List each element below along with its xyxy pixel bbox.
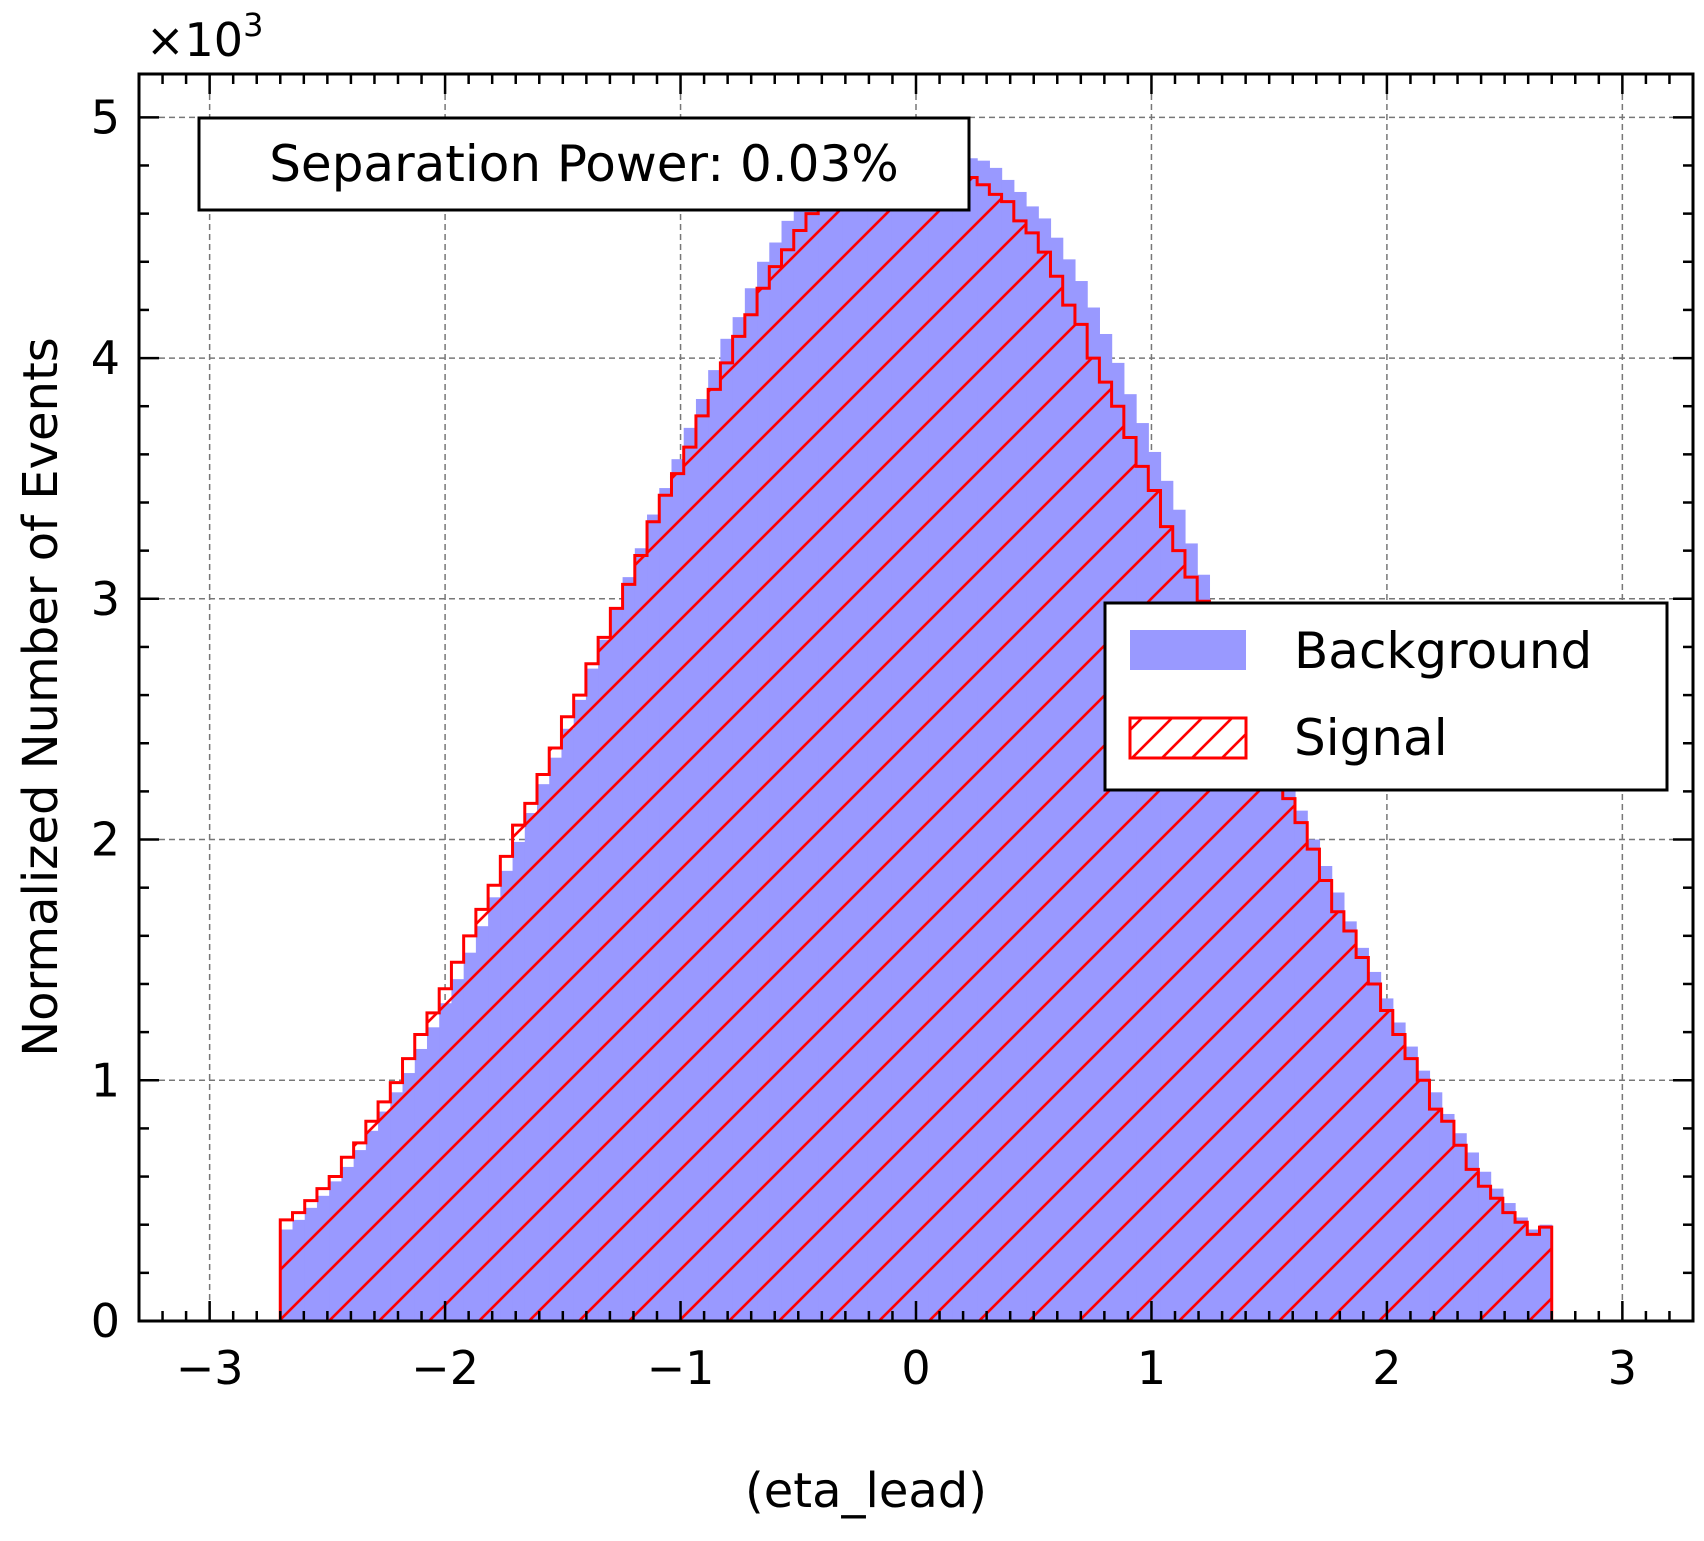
y-multiplier-exponent: 3 bbox=[243, 6, 263, 44]
x-tick-labels: −3 −2 −1 0 1 2 3 bbox=[176, 1341, 1637, 1395]
x-axis-label: (eta_lead) bbox=[745, 1463, 987, 1519]
y-axis-label: Normalized Number of Events bbox=[13, 337, 69, 1057]
y-tick-label-1: 1 bbox=[91, 1053, 120, 1107]
axis-ticks bbox=[137, 74, 1695, 1323]
y-tick-label-0: 0 bbox=[91, 1294, 120, 1348]
y-tick-label-2: 2 bbox=[91, 813, 120, 867]
x-tick-label-5: 2 bbox=[1372, 1341, 1401, 1395]
y-tick-labels: 0 1 2 3 4 5 bbox=[91, 90, 120, 1348]
y-multiplier: ×103 bbox=[146, 6, 263, 67]
legend-swatch-signal bbox=[1128, 716, 1248, 760]
legend-swatch-background bbox=[1130, 630, 1246, 670]
legend-label-background: Background bbox=[1294, 622, 1592, 680]
x-tick-label-1: −2 bbox=[411, 1341, 479, 1395]
legend: Background Signal bbox=[1103, 601, 1669, 792]
separation-power-text: Separation Power: 0.03% bbox=[269, 135, 899, 193]
x-tick-label-6: 3 bbox=[1608, 1341, 1637, 1395]
x-tick-label-2: −1 bbox=[647, 1341, 715, 1395]
y-tick-label-3: 3 bbox=[91, 572, 120, 626]
y-tick-label-4: 4 bbox=[91, 331, 120, 385]
signal-hatch-fill bbox=[280, 160, 1552, 1321]
x-tick-label-4: 1 bbox=[1137, 1341, 1166, 1395]
y-tick-label-5: 5 bbox=[91, 90, 120, 144]
x-tick-label-3: 0 bbox=[901, 1341, 930, 1395]
annotation-box: Separation Power: 0.03% bbox=[197, 116, 971, 212]
legend-label-signal: Signal bbox=[1294, 709, 1448, 767]
x-tick-label-0: −3 bbox=[176, 1341, 244, 1395]
